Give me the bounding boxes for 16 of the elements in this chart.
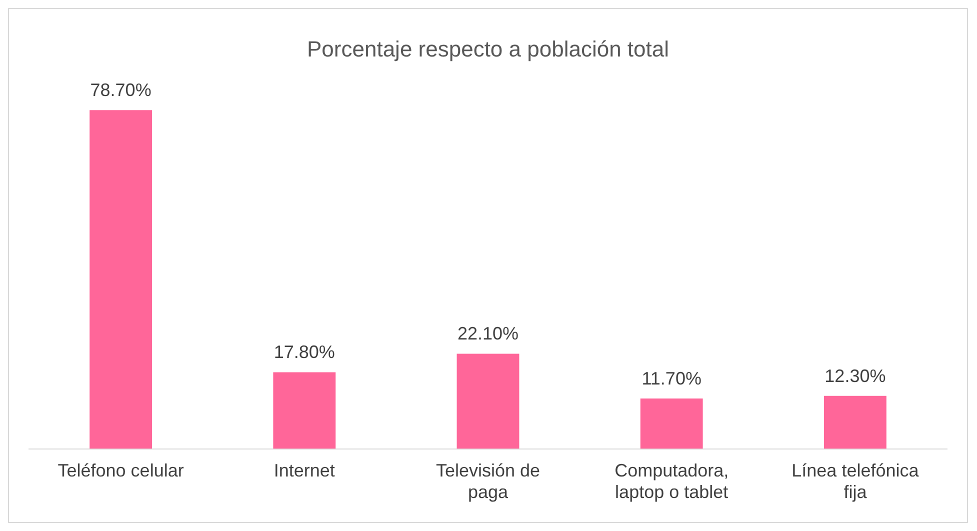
bar [273, 372, 336, 449]
x-tick-label: Televisión de paga [436, 460, 540, 502]
x-tick-label: Internet [274, 460, 335, 481]
x-tick-label: Línea telefónica fija [792, 460, 920, 502]
x-tick-label: Teléfono celular [58, 460, 184, 481]
bar [90, 110, 152, 449]
data-label: 11.70% [642, 368, 702, 388]
bar [640, 398, 703, 449]
bar [456, 354, 520, 449]
x-tick-label: Computadora, laptop o tablet [614, 460, 729, 502]
chart-title: Porcentaje respecto a población total [306, 36, 670, 62]
data-label: 78.70% [90, 80, 152, 100]
data-label: 12.30% [824, 366, 886, 386]
data-label: 17.80% [274, 342, 335, 362]
data-label: 22.10% [457, 324, 519, 344]
bar [824, 396, 886, 449]
